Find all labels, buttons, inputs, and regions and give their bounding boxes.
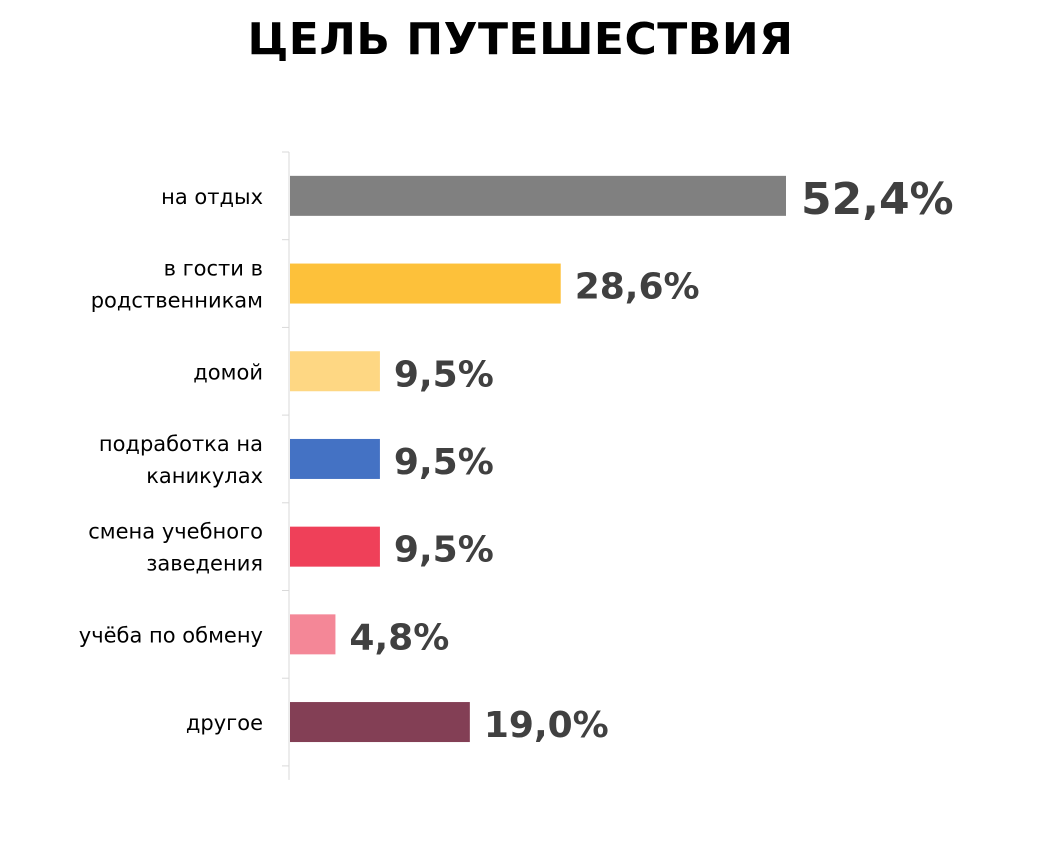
- data-label: 19,0%: [484, 705, 609, 746]
- category-label: другое: [186, 711, 263, 735]
- category-label: заведения: [146, 552, 263, 576]
- data-label: 9,5%: [394, 354, 494, 395]
- category-label: смена учебного: [88, 520, 263, 544]
- bar: [290, 614, 336, 655]
- data-label: 9,5%: [394, 530, 494, 571]
- bar: [290, 175, 786, 216]
- category-label: в гости в: [164, 257, 263, 281]
- bar: [290, 351, 380, 392]
- category-label: каникулах: [146, 464, 263, 488]
- data-label: 4,8%: [349, 617, 449, 658]
- data-label: 52,4%: [801, 174, 954, 225]
- bar: [290, 263, 561, 304]
- bar: [290, 702, 470, 743]
- chart-title: ЦЕЛЬ ПУТЕШЕСТВИЯ: [247, 14, 794, 65]
- category-label: подработка на: [99, 432, 263, 456]
- category-label: домой: [193, 360, 263, 384]
- category-label: родственникам: [91, 289, 263, 313]
- bar: [290, 438, 380, 479]
- data-label: 9,5%: [394, 442, 494, 483]
- bar: [290, 526, 380, 567]
- category-label: на отдых: [161, 185, 263, 209]
- data-label: 28,6%: [575, 267, 700, 308]
- category-label: учёба по обмену: [79, 623, 263, 647]
